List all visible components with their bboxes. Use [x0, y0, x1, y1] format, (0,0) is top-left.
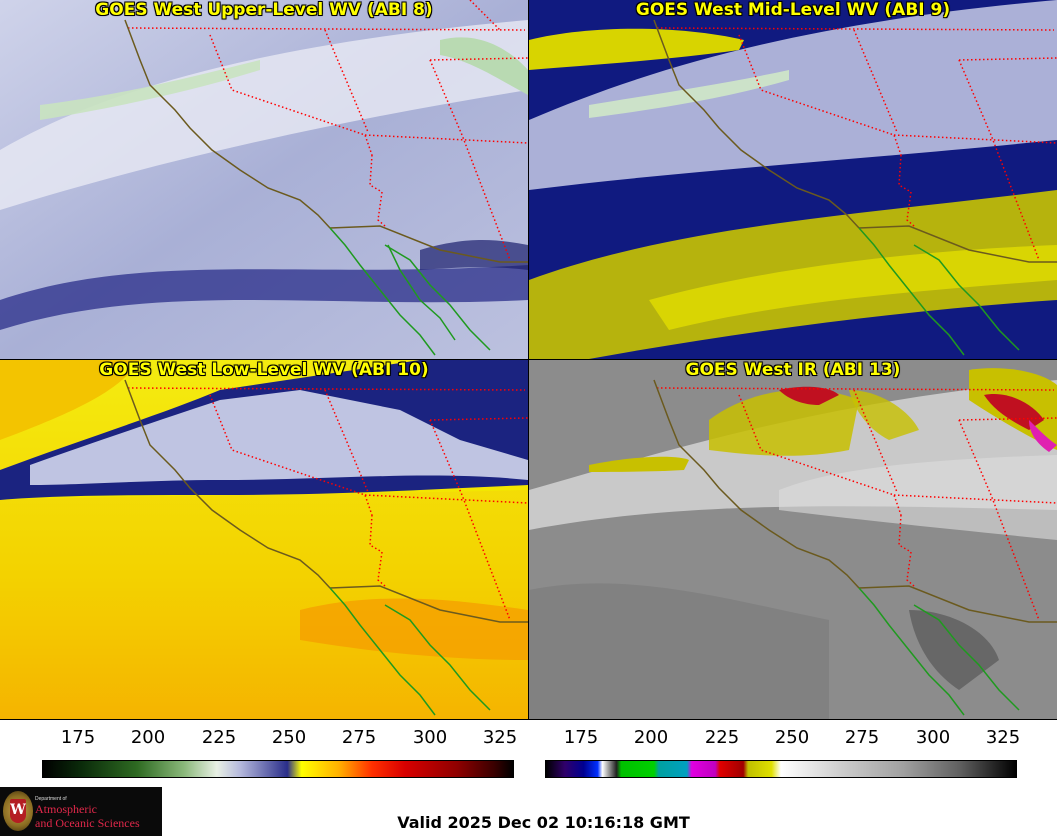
panel-mid-level-wv: GOES West Mid-Level WV (ABI 9) — [529, 0, 1057, 359]
logo-line-2: and Oceanic Sciences — [35, 816, 140, 830]
panel-ir: GOES West IR (ABI 13) — [529, 360, 1057, 719]
tick-label: 175 — [563, 727, 599, 748]
panel-title: GOES West Mid-Level WV (ABI 9) — [635, 0, 951, 20]
panel-title: GOES West IR (ABI 13) — [685, 360, 901, 380]
panel-title: GOES West Upper-Level WV (ABI 8) — [95, 0, 433, 20]
panel-upper-level-wv: GOES West Upper-Level WV (ABI 8) — [0, 0, 528, 359]
wv-colorbar-ticks: 175 200 225 250 275 300 325 — [42, 727, 518, 753]
bottom-divider — [0, 719, 1057, 720]
mid-level-wv-image — [529, 0, 1057, 359]
uw-seal-icon: W — [3, 791, 33, 831]
tick-label: 225 — [704, 727, 740, 748]
panel-low-level-wv: GOES West Low-Level WV (ABI 10) — [0, 360, 528, 719]
tick-label: 225 — [201, 727, 237, 748]
ir-image — [529, 360, 1057, 719]
tick-label: 200 — [633, 727, 669, 748]
ir-colorbar-ticks: 175 200 225 250 275 300 325 — [545, 727, 1021, 753]
tick-label: 250 — [271, 727, 307, 748]
aos-logo: W Department of Atmospheric and Oceanic … — [0, 787, 162, 836]
panel-title: GOES West Low-Level WV (ABI 10) — [99, 360, 429, 380]
upper-level-wv-image — [0, 0, 528, 359]
low-level-wv-image — [0, 360, 528, 719]
tick-label: 200 — [130, 727, 166, 748]
tick-label: 300 — [412, 727, 448, 748]
tick-label: 300 — [915, 727, 951, 748]
tick-label: 325 — [482, 727, 518, 748]
tick-label: 275 — [844, 727, 880, 748]
valid-timestamp: Valid 2025 Dec 02 10:16:18 GMT — [397, 813, 690, 832]
tick-label: 175 — [60, 727, 96, 748]
tick-label: 325 — [985, 727, 1021, 748]
wv-colorbar — [42, 760, 514, 778]
horizontal-divider — [0, 359, 1057, 360]
logo-dept-text: Department of — [35, 796, 67, 802]
ir-colorbar — [545, 760, 1017, 778]
logo-line-1: Atmospheric — [35, 802, 97, 816]
tick-label: 250 — [774, 727, 810, 748]
tick-label: 275 — [341, 727, 377, 748]
